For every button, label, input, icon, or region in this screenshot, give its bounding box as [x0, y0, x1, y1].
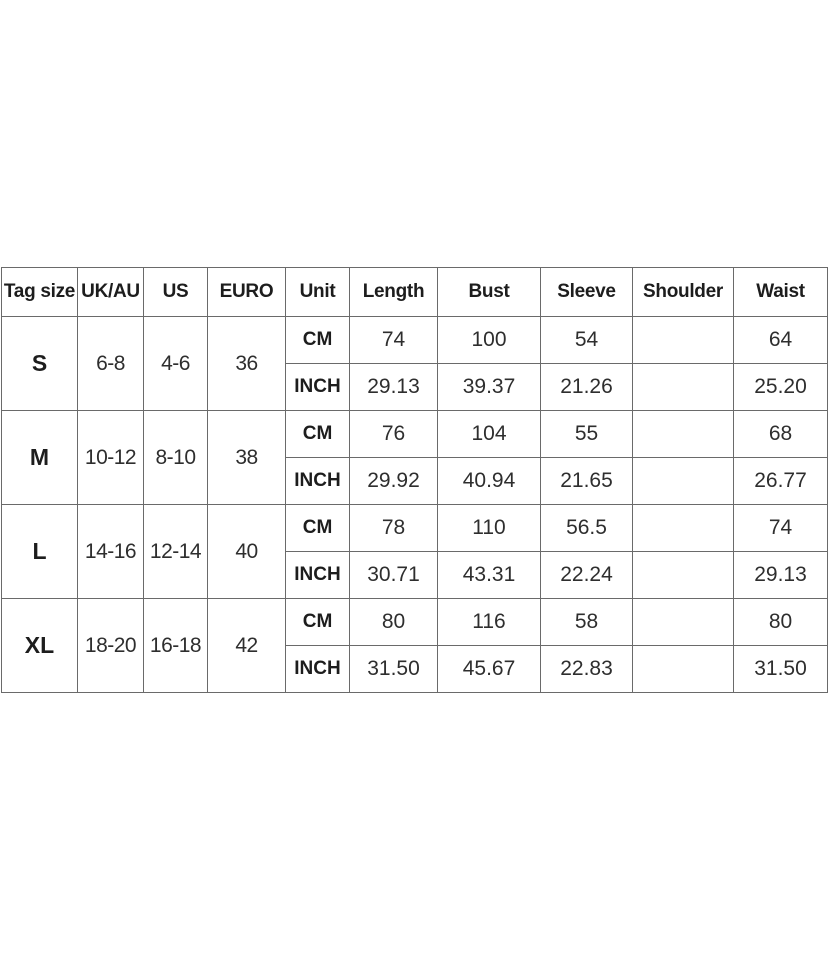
value-cell-shoulder: [632, 504, 734, 552]
value-cell-length: 29.92: [349, 457, 438, 505]
uk-au-cell: 6-8: [77, 316, 144, 411]
value-cell-bust: 110: [437, 504, 541, 552]
value-cell-sleeve: 22.24: [540, 551, 633, 599]
table-row-m-inch: INCH 29.92 40.94 21.65 26.77: [2, 457, 828, 505]
table-row-l-inch: INCH 30.71 43.31 22.24 29.13: [2, 551, 828, 599]
value-cell-shoulder: [632, 363, 734, 411]
header-sleeve: Sleeve: [540, 267, 633, 317]
value-cell-sleeve: 22.83: [540, 645, 633, 693]
unit-cell: CM: [285, 410, 350, 458]
header-uk-au: UK/AU: [77, 267, 144, 317]
value-cell-bust: 45.67: [437, 645, 541, 693]
header-length: Length: [349, 267, 438, 317]
unit-cell: INCH: [285, 551, 350, 599]
value-cell-waist: 64: [733, 316, 828, 364]
value-cell-shoulder: [632, 457, 734, 505]
table-row-s-inch: INCH 29.13 39.37 21.26 25.20: [2, 363, 828, 411]
header-bust: Bust: [437, 267, 541, 317]
header-shoulder: Shoulder: [632, 267, 734, 317]
us-cell: 8-10: [143, 410, 208, 505]
table-row-s-cm: S 6-8 4-6 36 CM 74 100 54 64: [1, 316, 828, 411]
header-euro: EURO: [207, 267, 286, 317]
unit-cell: CM: [285, 504, 350, 552]
table-row-xl-inch: INCH 31.50 45.67 22.83 31.50: [2, 645, 828, 693]
value-cell-shoulder: [632, 598, 734, 646]
tag-cell: M: [1, 410, 78, 505]
us-cell: 12-14: [143, 504, 208, 599]
header-tag-size: Tag size: [1, 267, 78, 317]
size-chart: Tag size UK/AU US EURO Unit Length Bust …: [1, 267, 828, 693]
value-cell-sleeve: 54: [540, 316, 633, 364]
unit-cell: INCH: [285, 645, 350, 693]
value-cell-waist: 80: [733, 598, 828, 646]
value-cell-sleeve: 21.26: [540, 363, 633, 411]
table-row-xl-cm: XL 18-20 16-18 42 CM 80 116 58 80: [1, 598, 828, 693]
header-unit: Unit: [285, 267, 350, 317]
uk-au-cell: 10-12: [77, 410, 144, 505]
value-cell-sleeve: 21.65: [540, 457, 633, 505]
value-cell-shoulder: [632, 316, 734, 364]
us-cell: 4-6: [143, 316, 208, 411]
euro-cell: 42: [207, 598, 286, 693]
size-chart-table: Tag size UK/AU US EURO Unit Length Bust …: [1, 267, 828, 693]
euro-cell: 40: [207, 504, 286, 599]
value-cell-waist: 31.50: [733, 645, 828, 693]
unit-cell: INCH: [285, 363, 350, 411]
value-cell-length: 31.50: [349, 645, 438, 693]
us-cell: 16-18: [143, 598, 208, 693]
value-cell-waist: 29.13: [733, 551, 828, 599]
value-cell-shoulder: [632, 645, 734, 693]
unit-cell: INCH: [285, 457, 350, 505]
value-cell-length: 74: [349, 316, 438, 364]
value-cell-sleeve: 55: [540, 410, 633, 458]
header-us: US: [143, 267, 208, 317]
value-cell-waist: 74: [733, 504, 828, 552]
uk-au-cell: 18-20: [77, 598, 144, 693]
value-cell-shoulder: [632, 410, 734, 458]
uk-au-cell: 14-16: [77, 504, 144, 599]
euro-cell: 38: [207, 410, 286, 505]
value-cell-bust: 39.37: [437, 363, 541, 411]
tag-cell: L: [1, 504, 78, 599]
value-cell-waist: 26.77: [733, 457, 828, 505]
unit-cell: CM: [285, 316, 350, 364]
tag-cell: XL: [1, 598, 78, 693]
value-cell-bust: 116: [437, 598, 541, 646]
header-waist: Waist: [733, 267, 828, 317]
unit-cell: CM: [285, 598, 350, 646]
table-row-m-cm: M 10-12 8-10 38 CM 76 104 55 68: [1, 410, 828, 505]
tag-cell: S: [1, 316, 78, 411]
value-cell-length: 80: [349, 598, 438, 646]
value-cell-waist: 68: [733, 410, 828, 458]
value-cell-bust: 40.94: [437, 457, 541, 505]
value-cell-waist: 25.20: [733, 363, 828, 411]
value-cell-bust: 104: [437, 410, 541, 458]
value-cell-length: 29.13: [349, 363, 438, 411]
header-row: Tag size UK/AU US EURO Unit Length Bust …: [1, 267, 828, 317]
value-cell-sleeve: 58: [540, 598, 633, 646]
value-cell-bust: 43.31: [437, 551, 541, 599]
value-cell-length: 30.71: [349, 551, 438, 599]
value-cell-shoulder: [632, 551, 734, 599]
value-cell-length: 76: [349, 410, 438, 458]
value-cell-sleeve: 56.5: [540, 504, 633, 552]
euro-cell: 36: [207, 316, 286, 411]
value-cell-bust: 100: [437, 316, 541, 364]
value-cell-length: 78: [349, 504, 438, 552]
table-row-l-cm: L 14-16 12-14 40 CM 78 110 56.5 74: [1, 504, 828, 599]
